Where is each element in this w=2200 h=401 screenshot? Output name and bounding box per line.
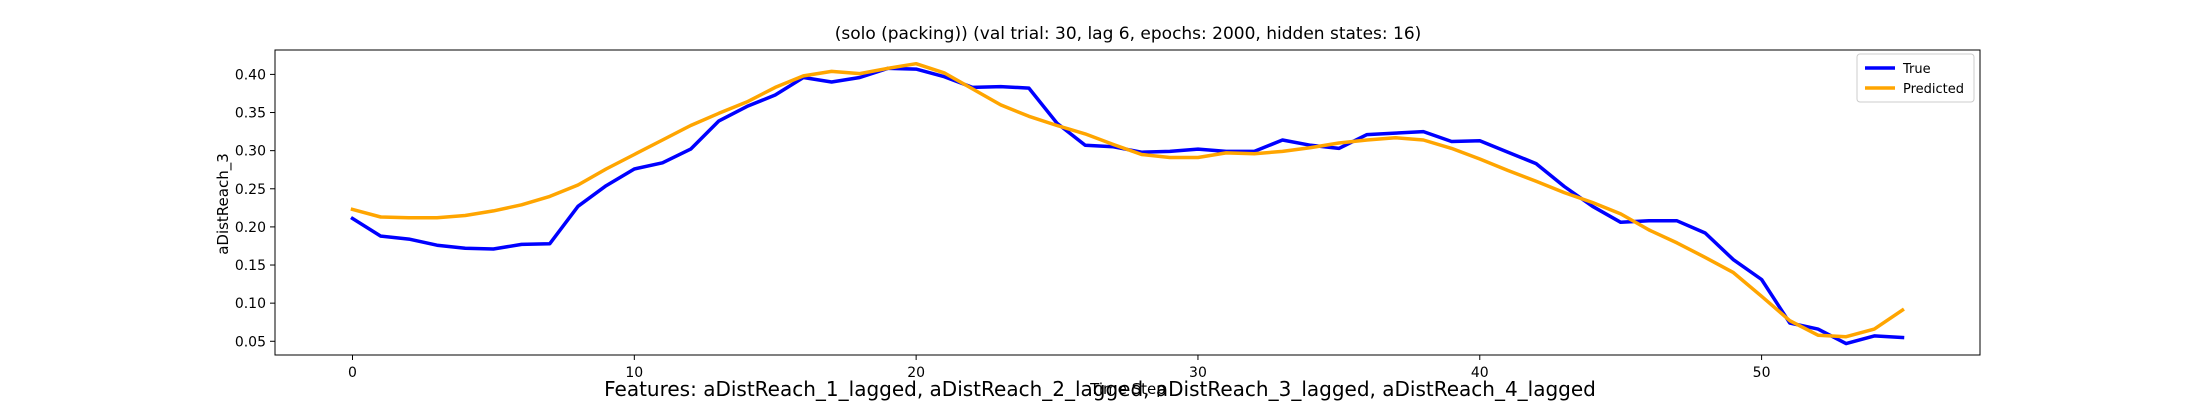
- legend-label-predicted: Predicted: [1903, 82, 1964, 97]
- y-tick-label: 0.30: [235, 144, 266, 160]
- x-tick-label: 30: [1189, 365, 1207, 381]
- legend-label-true: True: [1902, 62, 1931, 77]
- legend: True Predicted: [1856, 53, 1975, 103]
- series-line-true: [350, 66, 1905, 346]
- legend-box: [1856, 53, 1975, 103]
- plot-frame: [274, 49, 1981, 356]
- x-tick-label: 0: [348, 365, 357, 381]
- y-tick-label: 0.20: [235, 220, 266, 236]
- x-tick-label: 40: [1471, 365, 1489, 381]
- features-footer: Features: aDistReach_1_lagged, aDistReac…: [604, 377, 1596, 401]
- x-tick-label: 50: [1753, 365, 1771, 381]
- chart-title: (solo (packing)) (val trial: 30, lag 6, …: [835, 24, 1422, 44]
- y-tick-label: 0.40: [235, 67, 266, 83]
- x-axis-label: Time Step: [1089, 380, 1166, 398]
- y-tick-label: 0.05: [235, 334, 266, 350]
- axes: 0 10 20 30 40 50 0.05 0.10 0.15 0.20 0.25 0.30 0.35 0…: [235, 49, 1981, 381]
- series-line-predicted: [350, 61, 1905, 339]
- y-tick-label: 0.35: [235, 106, 266, 122]
- y-tick-label: 0.10: [235, 296, 266, 312]
- x-tick-label: 20: [907, 365, 925, 381]
- y-tick-label: 0.15: [235, 258, 266, 274]
- y-axis-label: aDistReach_3: [214, 153, 233, 255]
- x-tick-label: 10: [625, 365, 643, 381]
- y-tick-label: 0.25: [235, 182, 266, 198]
